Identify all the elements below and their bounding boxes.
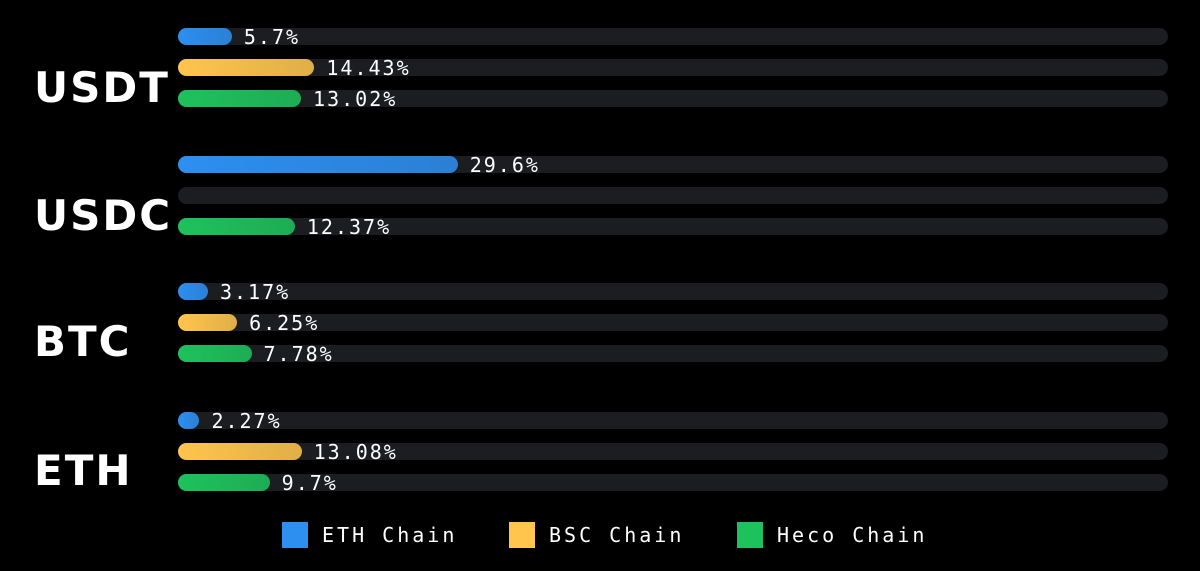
bar-eth-eth-chain <box>178 412 200 429</box>
category-label-usdt: USDT <box>34 63 170 112</box>
bar-track <box>178 218 1168 235</box>
bar-eth-heco-chain <box>178 474 270 491</box>
legend-label: Heco Chain <box>777 523 928 547</box>
bar-track <box>178 345 1168 362</box>
legend-swatch <box>282 522 308 548</box>
value-label: 6.25% <box>249 311 320 335</box>
bar-usdt-eth-chain <box>178 28 232 45</box>
legend-label: ETH Chain <box>322 523 458 547</box>
bar-track <box>178 90 1168 107</box>
value-label: 12.37% <box>306 215 392 239</box>
value-label: 29.6% <box>469 153 540 177</box>
bar-usdc-eth-chain <box>178 156 458 173</box>
bar-track <box>178 187 1168 204</box>
value-label: 7.78% <box>263 342 334 366</box>
legend-label: BSC Chain <box>549 523 685 547</box>
category-label-eth: ETH <box>34 446 133 495</box>
bar-track <box>178 28 1168 45</box>
bar-btc-heco-chain <box>178 345 252 362</box>
legend-swatch <box>737 522 763 548</box>
bar-track <box>178 443 1168 460</box>
value-label: 14.43% <box>326 56 411 80</box>
value-label: 3.17% <box>219 280 291 304</box>
bar-track <box>178 59 1168 76</box>
bar-btc-bsc-chain <box>178 314 238 331</box>
bar-eth-bsc-chain <box>178 443 302 460</box>
bar-track <box>178 283 1168 300</box>
value-label: 9.7% <box>281 471 338 495</box>
bar-track <box>178 474 1168 491</box>
value-label: 13.08% <box>313 440 398 464</box>
bar-usdt-heco-chain <box>178 90 302 107</box>
legend-swatch <box>509 522 535 548</box>
category-label-usdc: USDC <box>34 191 173 240</box>
bar-usdc-heco-chain <box>178 218 295 235</box>
bar-btc-eth-chain <box>178 283 208 300</box>
value-label: 2.27% <box>211 409 282 433</box>
bar-usdt-bsc-chain <box>178 59 315 76</box>
bar-track <box>178 412 1168 429</box>
bar-track <box>178 314 1168 331</box>
category-label-btc: BTC <box>34 317 132 366</box>
value-label: 5.7% <box>243 25 301 49</box>
value-label: 13.02% <box>313 87 398 111</box>
